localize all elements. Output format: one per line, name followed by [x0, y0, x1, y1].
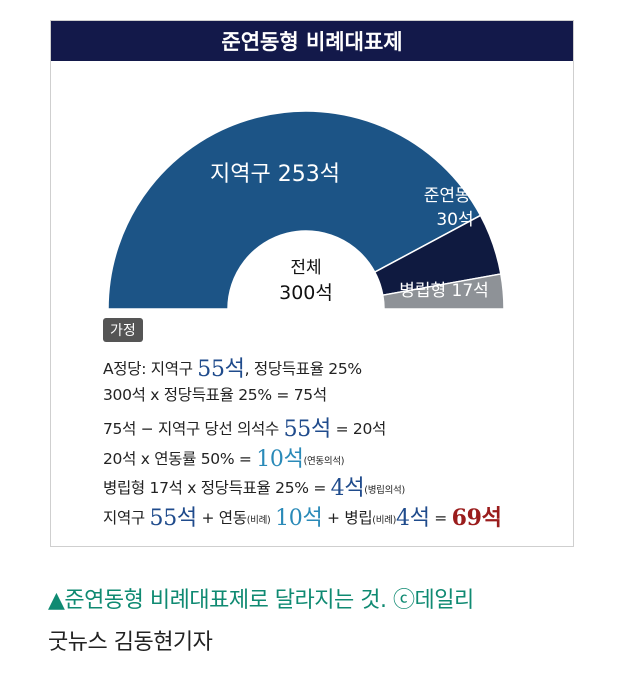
segment-label-semi-linked-2: 30석 [436, 210, 473, 230]
chart-segment-2 [381, 273, 505, 310]
segment-label-semi-linked-1: 준연동형 [424, 186, 487, 206]
caption-line-1: ▲준연동형 비례대표제로 달라지는 것. ⓒ데일리 [48, 588, 474, 613]
assumption-line-3: 75석 − 지역구 당선 의석수 55석 = 20석 [103, 417, 386, 442]
assumption-badge: 가정 [103, 318, 143, 342]
center-label-value: 300석 [279, 282, 333, 304]
photo-caption: ▲준연동형 비례대표제로 달라지는 것. ⓒ데일리 굿뉴스 김동현기자 [48, 580, 588, 664]
segment-label-parallel: 병립형 17석 [399, 281, 489, 301]
assumption-line-1: A정당: 지역구 55석, 정당득표율 25% [103, 357, 362, 382]
segment-label-district: 지역구 253석 [210, 162, 340, 187]
assumption-line-4: 20석 x 연동률 50% = 10석(연동의석) [103, 447, 345, 472]
chart-segment-0 [107, 110, 482, 310]
chart-title: 준연동형 비례대표제 [51, 21, 573, 61]
assumption-line-2: 300석 x 정당득표율 25% = 75석 [103, 386, 327, 404]
center-label-title: 전체 [290, 258, 321, 278]
assumption-line-5: 병립형 17석 x 정당득표율 25% = 4석(병립의석) [103, 476, 405, 501]
caption-line-2: 굿뉴스 김동현기자 [48, 630, 213, 655]
assumption-line-6: 지역구 55석 + 연동(비례) 10석 + 병립(비례)4석 = 69석 [103, 505, 502, 531]
